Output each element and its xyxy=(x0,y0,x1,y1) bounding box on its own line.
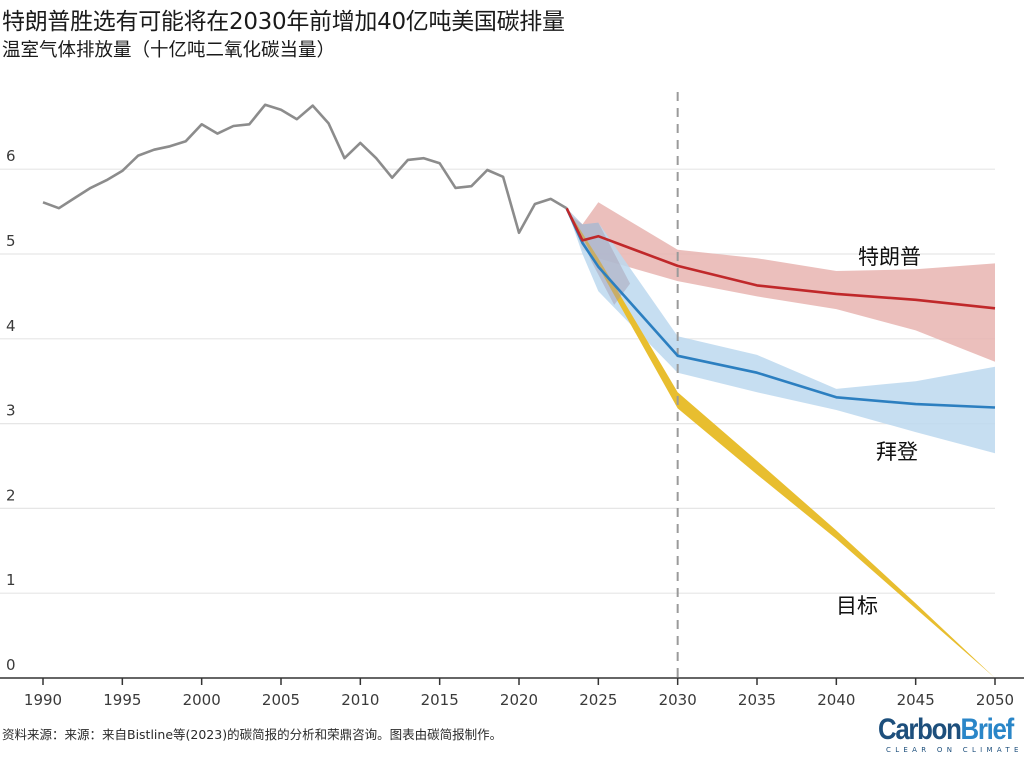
band-biden xyxy=(566,208,995,454)
uncertainty-bands xyxy=(566,202,995,678)
carbonbrief-logo: CarbonBrief CLEAR ON CLIMATE xyxy=(878,713,1024,755)
series-label-target: 目标 xyxy=(836,594,878,618)
band-overlap xyxy=(571,215,631,305)
series-labels: 特朗普 拜登 目标 xyxy=(836,245,921,618)
chart-subtitle: 温室气体排放量（十亿吨二氧化碳当量） xyxy=(2,40,336,61)
y-tick-label: 0 xyxy=(6,656,16,674)
x-tick-label: 1995 xyxy=(103,691,141,709)
line-trump xyxy=(565,207,996,310)
x-tick-label: 2020 xyxy=(500,691,538,709)
line-historical xyxy=(42,103,568,235)
y-tick-label: 1 xyxy=(6,571,16,589)
x-tick-label: 1990 xyxy=(24,691,62,709)
series-label-biden: 拜登 xyxy=(876,440,918,464)
y-tick-label: 6 xyxy=(6,147,16,165)
x-axis: 1990 1995 2000 2005 2010 2015 2020 2025 2030 2035… xyxy=(0,677,1024,709)
x-tick-label: 2010 xyxy=(341,691,379,709)
x-tick-label: 2050 xyxy=(976,691,1014,709)
logo-tagline: CLEAR ON CLIMATE xyxy=(886,746,1023,754)
source-note: 资料来源：来源：来自Bistline等(2023)的碳简报的分析和荣鼎咨询。图表… xyxy=(2,727,503,742)
x-tick-label: 2025 xyxy=(579,691,617,709)
line-biden xyxy=(565,207,996,409)
x-tick-label: 2045 xyxy=(897,691,935,709)
x-tick-label: 2040 xyxy=(817,691,855,709)
gridlines: 0 1 2 3 4 5 6 xyxy=(0,147,995,674)
series-label-trump: 特朗普 xyxy=(858,245,921,269)
logo-brief-text: Brief xyxy=(960,713,1015,746)
series-lines xyxy=(42,103,996,409)
x-tick-label: 2035 xyxy=(738,691,776,709)
y-tick-label: 3 xyxy=(6,402,16,420)
logo-carbon-text: Carbon xyxy=(878,713,962,746)
x-tick-label: 2030 xyxy=(659,691,697,709)
x-tick-label: 2000 xyxy=(183,691,221,709)
y-tick-label: 4 xyxy=(6,317,16,335)
chart-title: 特朗普胜选有可能将在2030年前增加40亿吨美国碳排量 xyxy=(2,9,565,35)
y-tick-label: 2 xyxy=(6,486,16,504)
x-tick-label: 2005 xyxy=(262,691,300,709)
logo-wordmark: CarbonBrief xyxy=(878,713,1014,746)
band-trump xyxy=(566,202,995,362)
y-tick-label: 5 xyxy=(6,232,16,250)
x-tick-label: 2015 xyxy=(421,691,459,709)
